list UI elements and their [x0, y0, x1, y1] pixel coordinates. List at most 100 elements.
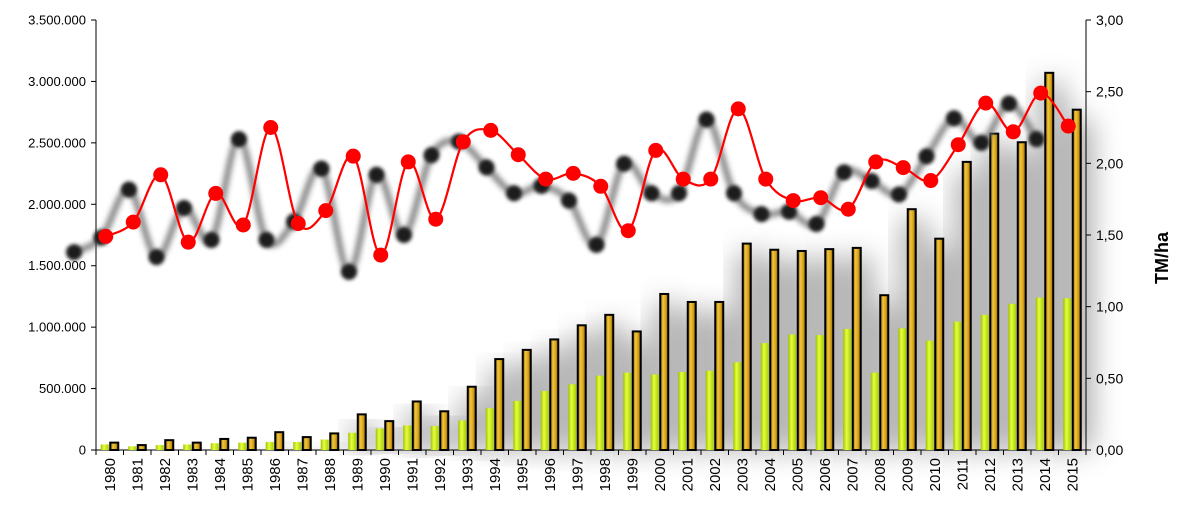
- red-point: [868, 154, 884, 170]
- x-tick-label: 2008: [872, 458, 889, 491]
- x-tick-label: 2014: [1037, 458, 1054, 491]
- gray-point: [66, 244, 82, 261]
- gold-bar: [136, 444, 147, 452]
- gold-bar: [686, 300, 697, 452]
- right-tick-label: 1,00: [1096, 299, 1123, 315]
- gold-bar: [934, 237, 945, 451]
- bars: [100, 71, 1082, 452]
- gold-bar: [494, 358, 505, 452]
- green-bar: [1063, 298, 1072, 450]
- green-bar: [348, 432, 357, 450]
- right-axis-title: TM/ha: [1152, 231, 1172, 284]
- red-point: [565, 165, 581, 181]
- x-tick-label: 2005: [789, 458, 806, 491]
- left-tick-label: 0: [79, 443, 86, 458]
- gold-bar: [1016, 141, 1027, 451]
- green-bar: [238, 442, 247, 450]
- x-tick-label: 2004: [762, 458, 779, 491]
- x-tick-label: 2003: [734, 458, 751, 491]
- red-point: [510, 147, 526, 163]
- x-tick-label: 1981: [129, 458, 146, 491]
- x-tick-label: 2011: [954, 458, 971, 490]
- gold-bar: [246, 436, 257, 452]
- green-bar: [815, 335, 824, 450]
- red-point: [263, 120, 279, 135]
- green-bar: [155, 445, 164, 450]
- gold-bar: [439, 410, 450, 451]
- gray-point: [588, 236, 605, 253]
- x-tick-label: 1980: [102, 458, 119, 491]
- gray-point: [396, 227, 412, 243]
- red-point: [840, 201, 856, 217]
- axes: 0 500.000 1.000.000 1.500.000 2.000.000 2.500…: [28, 12, 1123, 491]
- x-tick-label: 1984: [212, 458, 229, 491]
- green-bar: [1008, 303, 1017, 450]
- red-point: [208, 185, 224, 201]
- red-point: [785, 193, 801, 209]
- green-bar: [513, 400, 522, 450]
- green-bar: [430, 426, 439, 450]
- green-bar: [925, 340, 934, 450]
- red-point: [675, 171, 691, 187]
- gray-point: [616, 155, 632, 172]
- gold-bar: [631, 330, 642, 452]
- gold-bar: [741, 242, 752, 451]
- right-tick-label: 1,50: [1096, 227, 1123, 243]
- gray-point: [726, 185, 742, 202]
- red-point: [345, 148, 361, 164]
- gold-bar: [851, 246, 862, 451]
- x-tick-label: 1998: [597, 458, 614, 491]
- gray-point: [423, 147, 440, 164]
- green-bar: [650, 374, 659, 450]
- gray-point: [946, 110, 962, 127]
- red-point: [1060, 118, 1076, 134]
- green-bar: [760, 343, 769, 450]
- x-tick-label: 1999: [624, 458, 641, 491]
- green-bar: [485, 408, 494, 450]
- red-point: [180, 234, 196, 250]
- gray-point: [643, 185, 660, 202]
- x-tick-label: 1997: [569, 458, 586, 491]
- gray-point: [808, 215, 825, 232]
- left-tick-label: 3.000.000: [28, 74, 86, 89]
- red-point: [730, 101, 746, 117]
- gray-point: [148, 249, 165, 266]
- green-bar: [898, 328, 907, 450]
- gold-bar: [301, 436, 312, 452]
- red-point: [813, 190, 829, 206]
- gold-bar: [549, 338, 560, 451]
- red-point: [98, 228, 114, 244]
- red-point: [235, 217, 251, 233]
- x-tick-label: 1994: [487, 458, 504, 491]
- x-tick-label: 1992: [432, 458, 449, 491]
- gray-point: [698, 111, 715, 128]
- x-tick-label: 1983: [184, 458, 201, 491]
- green-bar: [458, 420, 467, 450]
- gold-bar: [879, 294, 890, 452]
- green-bar: [733, 362, 742, 450]
- green-bar: [320, 439, 329, 450]
- x-tick-label: 2007: [844, 458, 861, 491]
- green-bar: [678, 371, 687, 450]
- gray-point: [121, 181, 137, 198]
- green-bar: [980, 314, 989, 450]
- x-tick-label: 1986: [267, 458, 284, 491]
- red-point: [483, 122, 499, 138]
- red-point: [895, 160, 911, 176]
- gray-point: [313, 160, 330, 177]
- gold-bar: [714, 300, 725, 452]
- gold-bar: [164, 439, 175, 451]
- red-point: [593, 178, 609, 194]
- left-tick-label: 2.500.000: [28, 135, 86, 150]
- x-tick-label: 2010: [927, 458, 944, 491]
- green-bar: [540, 391, 549, 450]
- right-tick-label: 0,00: [1096, 442, 1123, 458]
- gold-bar: [329, 432, 340, 451]
- red-point: [923, 173, 939, 189]
- green-bar: [623, 372, 632, 450]
- red-point: [620, 223, 636, 239]
- x-tick-label: 1991: [404, 458, 421, 491]
- green-bar: [375, 428, 384, 450]
- gray-point: [1001, 95, 1017, 112]
